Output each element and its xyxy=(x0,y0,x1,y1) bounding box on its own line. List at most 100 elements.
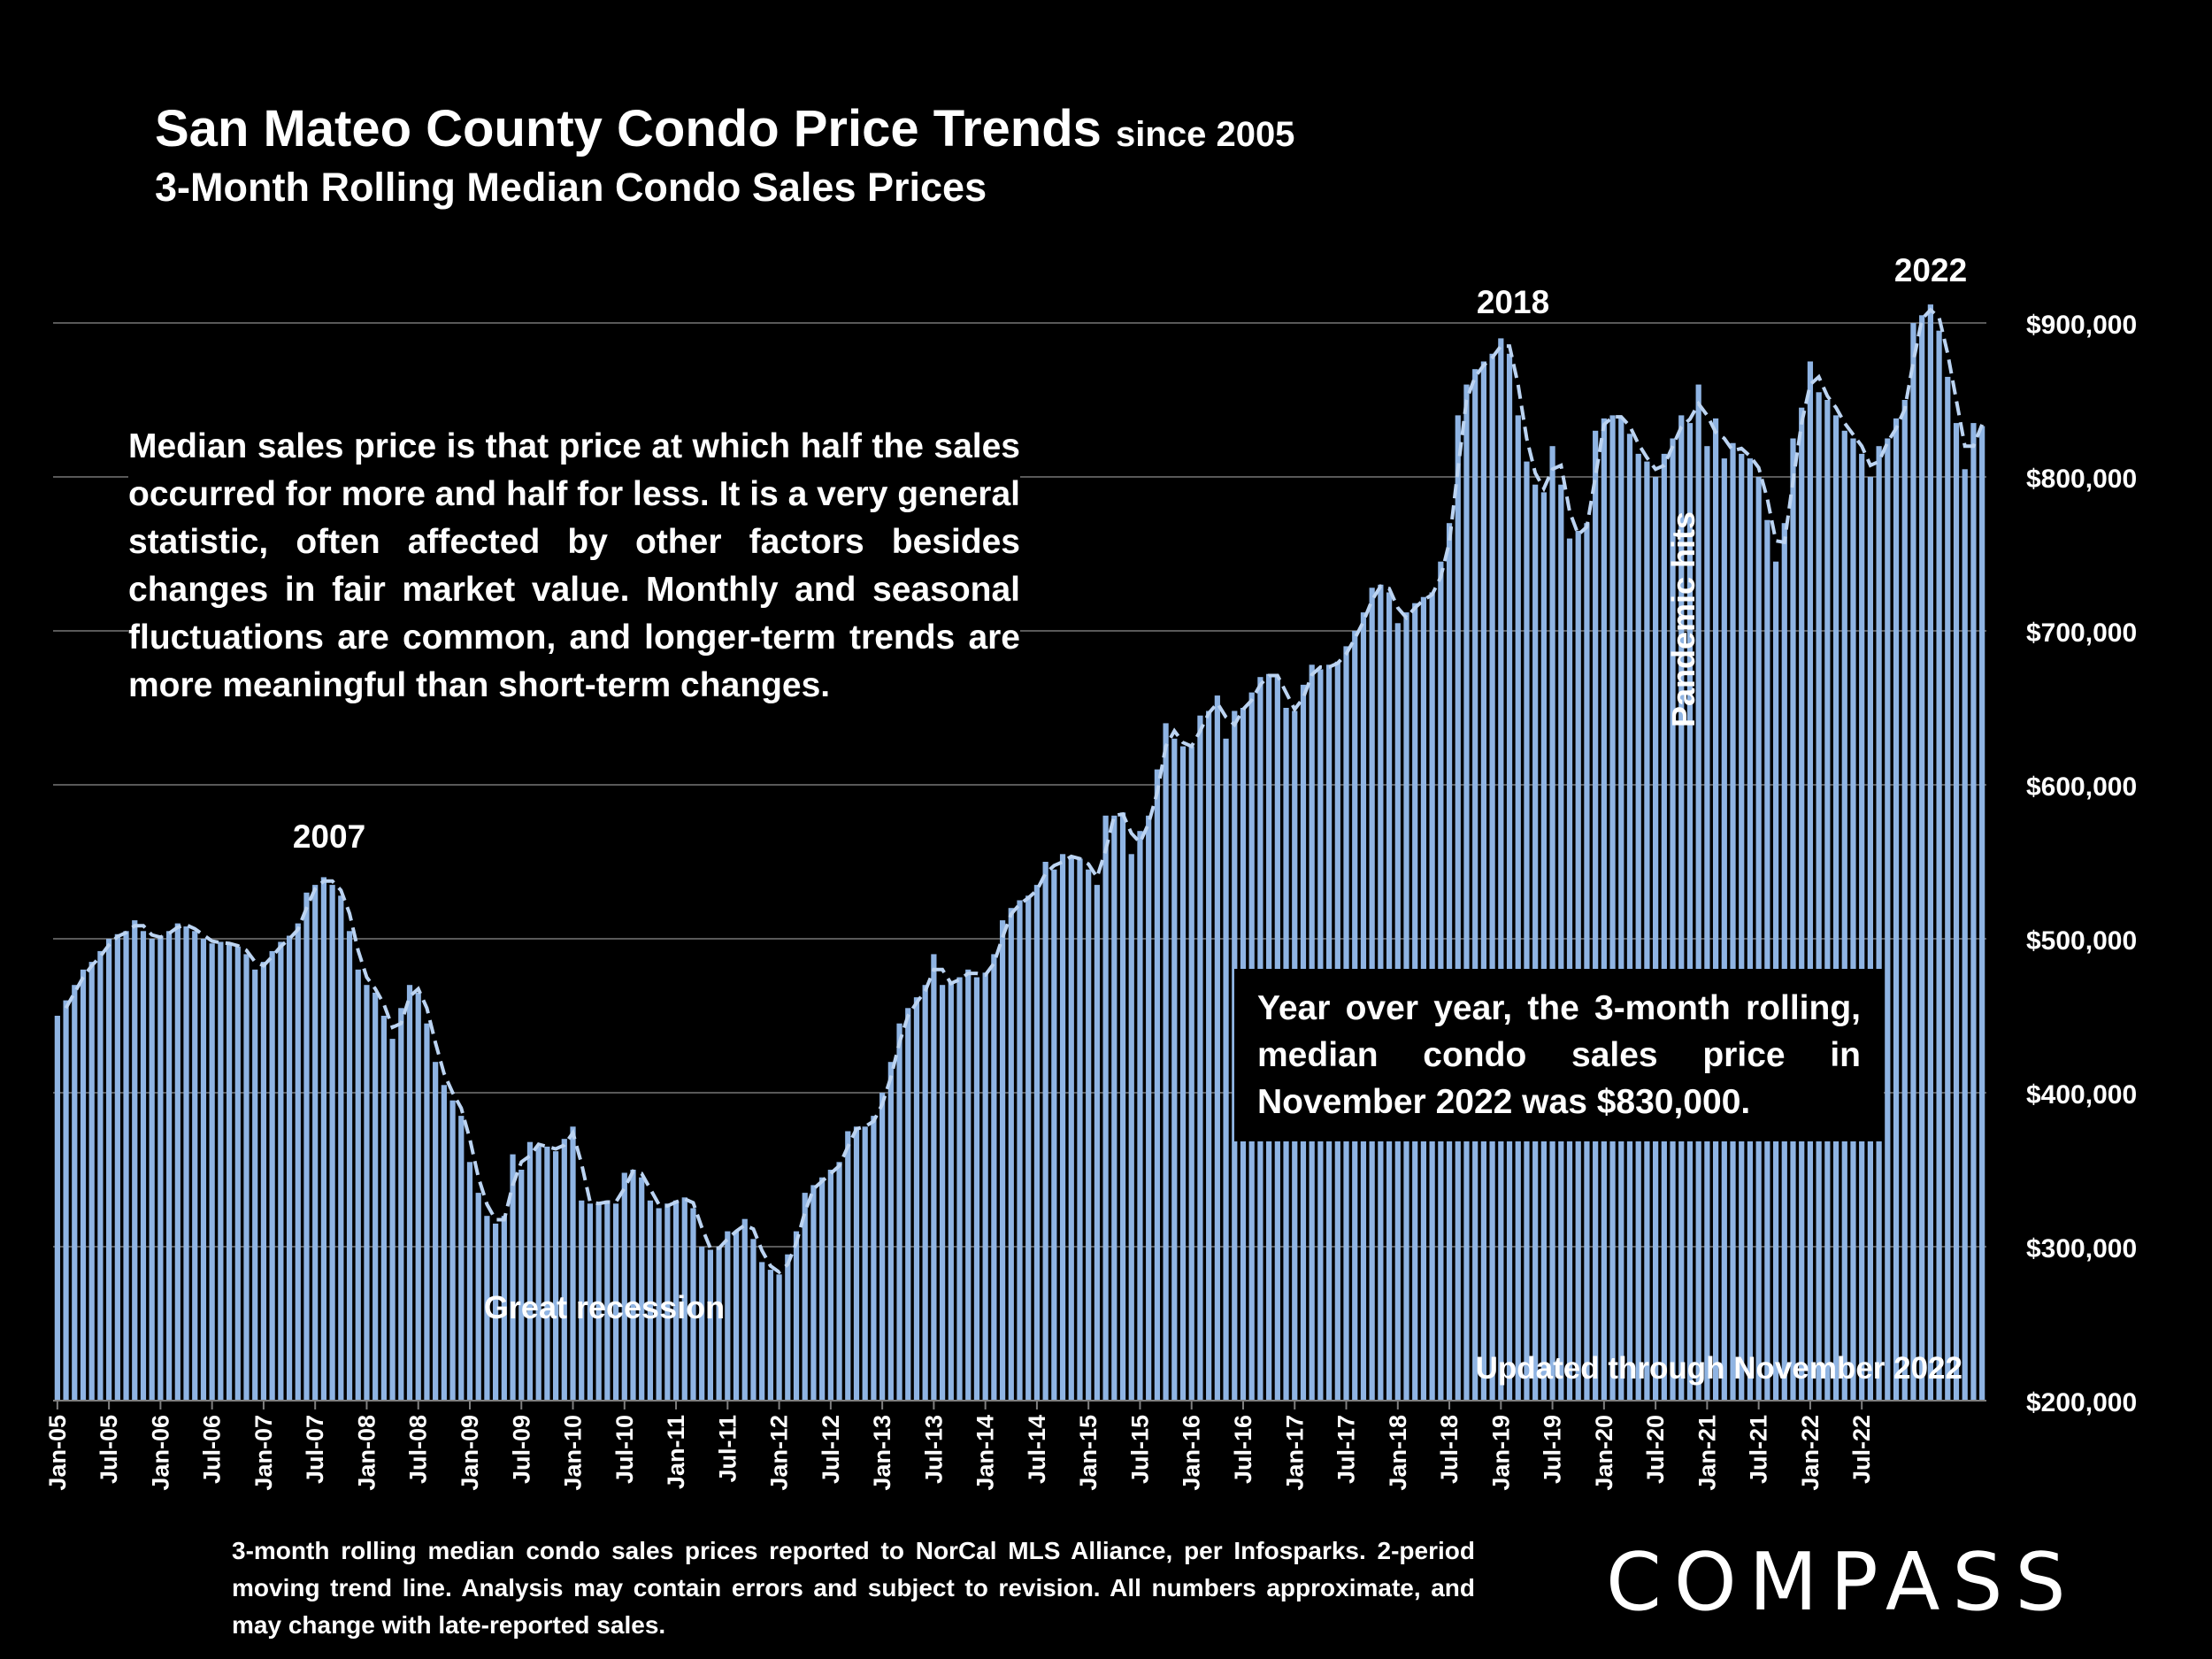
bar xyxy=(827,1170,833,1401)
x-tick-label: Jan-06 xyxy=(147,1415,173,1491)
bar xyxy=(1593,430,1599,1401)
bar xyxy=(913,997,920,1401)
bar xyxy=(939,985,946,1401)
bar xyxy=(552,1151,559,1401)
bar xyxy=(1661,453,1667,1401)
bar xyxy=(1025,895,1032,1401)
bar xyxy=(1575,530,1581,1401)
bar xyxy=(1154,769,1160,1401)
bar xyxy=(346,931,353,1401)
bar xyxy=(157,935,164,1401)
bar xyxy=(922,985,928,1401)
y-tick-label: $300,000 xyxy=(2026,1234,2137,1263)
bar xyxy=(1841,430,1847,1401)
x-tick-label: Jul-10 xyxy=(611,1415,638,1484)
bar xyxy=(1558,484,1564,1402)
bar xyxy=(320,877,327,1401)
bar xyxy=(1171,738,1178,1401)
trend-line xyxy=(64,307,1984,1275)
x-tick-label: Jan-22 xyxy=(1797,1415,1824,1491)
annotation-2018: 2018 xyxy=(1477,284,1549,320)
bar xyxy=(234,946,241,1401)
bar xyxy=(174,923,180,1401)
x-tick-label: Jan-10 xyxy=(560,1415,587,1491)
bar xyxy=(338,895,344,1401)
bar xyxy=(72,985,78,1401)
y-tick-label: $700,000 xyxy=(2026,618,2137,648)
bar xyxy=(1927,304,1933,1401)
bar xyxy=(1223,738,1229,1401)
bar xyxy=(1910,323,1916,1401)
bar xyxy=(226,944,233,1401)
bar xyxy=(475,1193,481,1401)
bar xyxy=(510,1154,516,1401)
x-tick-label: Jul-17 xyxy=(1333,1415,1360,1484)
bar xyxy=(380,1016,387,1401)
bar xyxy=(1739,453,1745,1401)
bar xyxy=(1653,477,1659,1401)
bar xyxy=(707,1249,714,1401)
bar xyxy=(441,1085,447,1401)
bar xyxy=(406,985,413,1401)
bar xyxy=(862,1126,868,1401)
x-tick-label: Jan-21 xyxy=(1694,1415,1720,1491)
bar xyxy=(252,969,258,1401)
bar xyxy=(1945,376,1951,1401)
bar xyxy=(733,1231,740,1401)
x-tick-label: Jul-19 xyxy=(1540,1415,1566,1484)
bar xyxy=(433,1062,439,1401)
page-title: San Mateo County Condo Price Trends sinc… xyxy=(155,99,1294,158)
bar xyxy=(1119,812,1126,1401)
bar xyxy=(982,972,988,1401)
bar xyxy=(1970,423,1977,1402)
title-main: San Mateo County Condo Price Trends xyxy=(155,100,1102,157)
bar xyxy=(458,1116,465,1401)
bar xyxy=(1867,477,1874,1401)
x-tick-label: Jul-21 xyxy=(1746,1415,1772,1484)
source-footnote: 3-month rolling median condo sales price… xyxy=(232,1537,1475,1639)
x-tick-label: Jan-18 xyxy=(1385,1415,1411,1491)
bar xyxy=(1755,477,1762,1401)
x-tick-label: Jul-16 xyxy=(1230,1415,1256,1484)
bar xyxy=(1102,815,1109,1401)
bar xyxy=(1540,492,1547,1401)
bar xyxy=(1712,418,1719,1401)
bar xyxy=(1807,361,1814,1401)
bar xyxy=(1017,900,1023,1401)
x-tick-label: Jan-20 xyxy=(1591,1415,1617,1491)
bar xyxy=(501,1216,507,1401)
bar xyxy=(776,1274,782,1401)
bar xyxy=(759,1262,765,1401)
bar xyxy=(750,1239,757,1401)
bar xyxy=(621,1172,627,1401)
bar xyxy=(1790,438,1796,1401)
bar xyxy=(140,931,147,1401)
bar xyxy=(1472,369,1479,1402)
bar xyxy=(1936,330,1942,1402)
x-tick-label: Jul-08 xyxy=(405,1415,432,1484)
bar xyxy=(526,1141,534,1401)
bar xyxy=(690,1208,696,1401)
bar xyxy=(278,941,284,1401)
bar xyxy=(1704,446,1710,1402)
bar xyxy=(218,941,224,1401)
bar xyxy=(725,1231,731,1401)
bar xyxy=(1876,446,1882,1402)
x-tick-label: Jan-07 xyxy=(250,1415,277,1491)
bar xyxy=(1137,831,1143,1401)
bar xyxy=(192,931,198,1401)
bar xyxy=(97,950,104,1401)
bar xyxy=(165,931,173,1401)
bar xyxy=(1042,862,1048,1401)
bar xyxy=(415,992,421,1401)
bar xyxy=(1008,908,1014,1401)
bar xyxy=(329,885,335,1401)
bar xyxy=(1635,453,1641,1401)
y-axis-labels: $200,000 $300,000 $400,000 $500,000 $600,000… xyxy=(2026,311,2137,1417)
x-axis-labels: Jan-05 Jul-05 Jan-06 Jul-06 Jan-07 Jul-07 Jan-… xyxy=(44,1401,1875,1491)
bar xyxy=(243,954,250,1401)
year-over-year-note: Year over year, the 3-month rolling, med… xyxy=(1234,969,1884,1141)
x-tick-label: Jul-13 xyxy=(920,1415,947,1484)
bar xyxy=(1747,458,1754,1401)
bar xyxy=(1524,461,1530,1401)
